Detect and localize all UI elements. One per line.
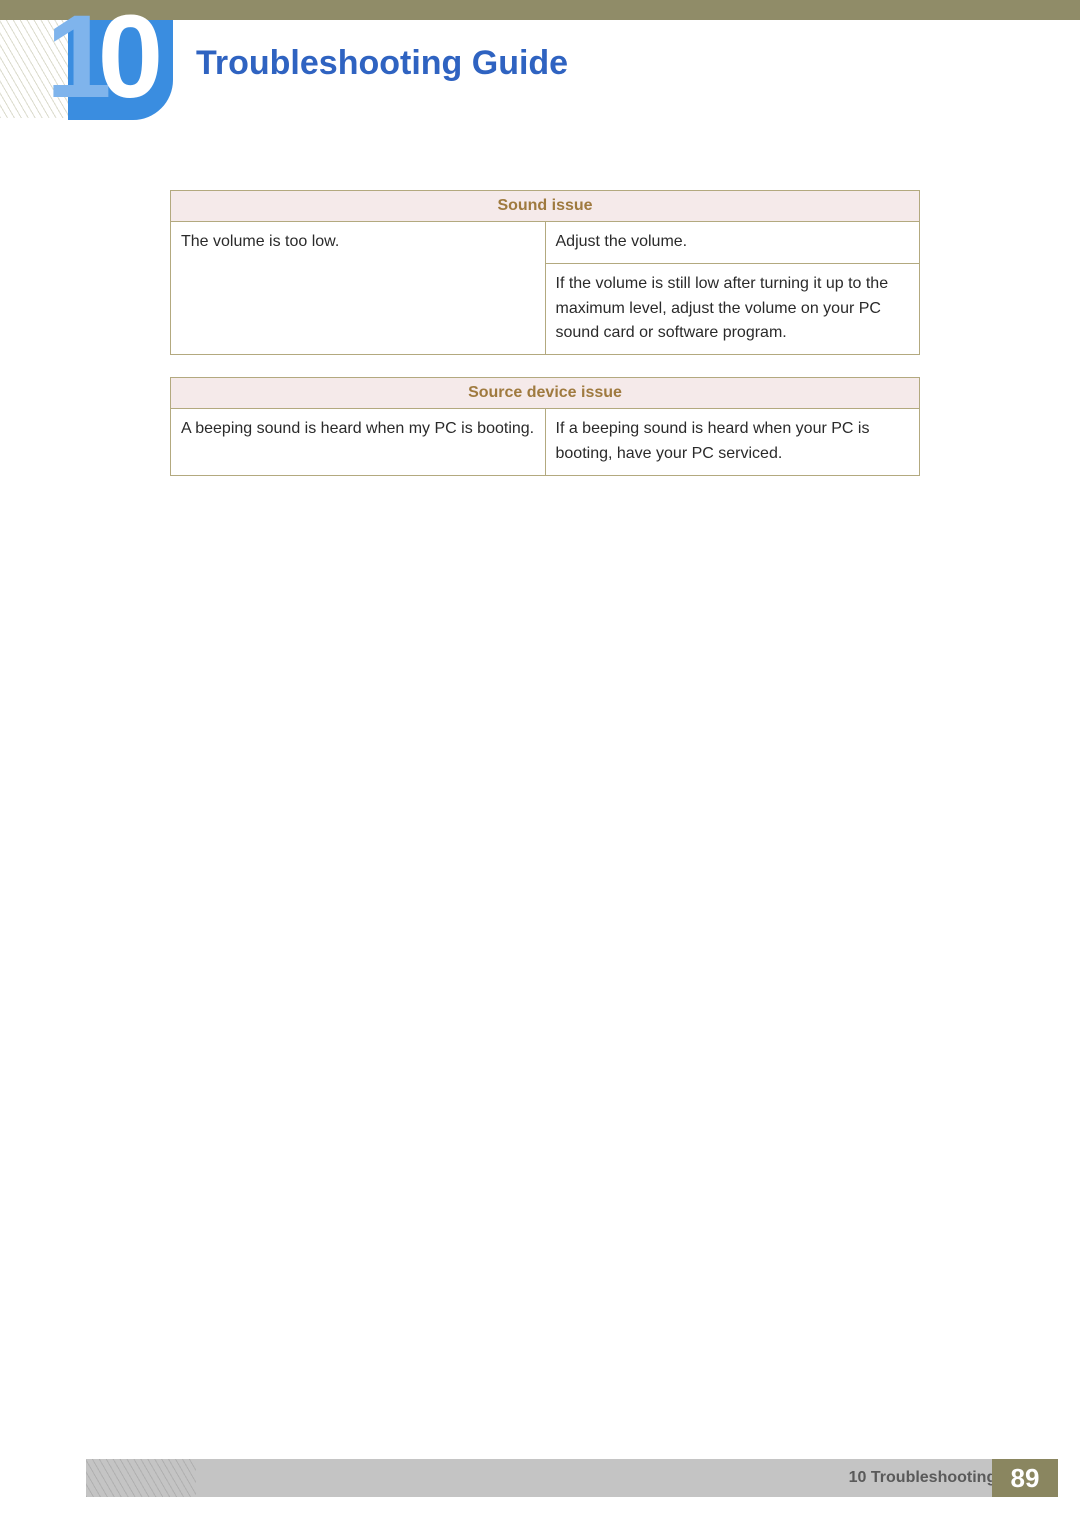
table-header: Sound issue (171, 191, 920, 222)
chapter-digit-0: 0 (98, 0, 164, 116)
chapter-number: 1 0 (46, 0, 163, 116)
footer-page-number: 89 (992, 1459, 1058, 1497)
footer-hatch-decoration (86, 1459, 196, 1497)
table-cell-solution: Adjust the volume. (545, 222, 920, 264)
content-area: Sound issue The volume is too low. Adjus… (170, 190, 920, 498)
table-cell-symptom: A beeping sound is heard when my PC is b… (171, 409, 546, 476)
table-cell-solution: If a beeping sound is heard when your PC… (545, 409, 920, 476)
page-title: Troubleshooting Guide (196, 44, 568, 83)
table-sound-issue: Sound issue The volume is too low. Adjus… (170, 190, 920, 355)
table-header: Source device issue (171, 378, 920, 409)
table-source-device-issue: Source device issue A beeping sound is h… (170, 377, 920, 476)
table-cell-symptom: The volume is too low. (171, 222, 546, 355)
footer-bar: 10 Troubleshooting Guide 89 (86, 1459, 1058, 1497)
table-cell-solution: If the volume is still low after turning… (545, 263, 920, 354)
